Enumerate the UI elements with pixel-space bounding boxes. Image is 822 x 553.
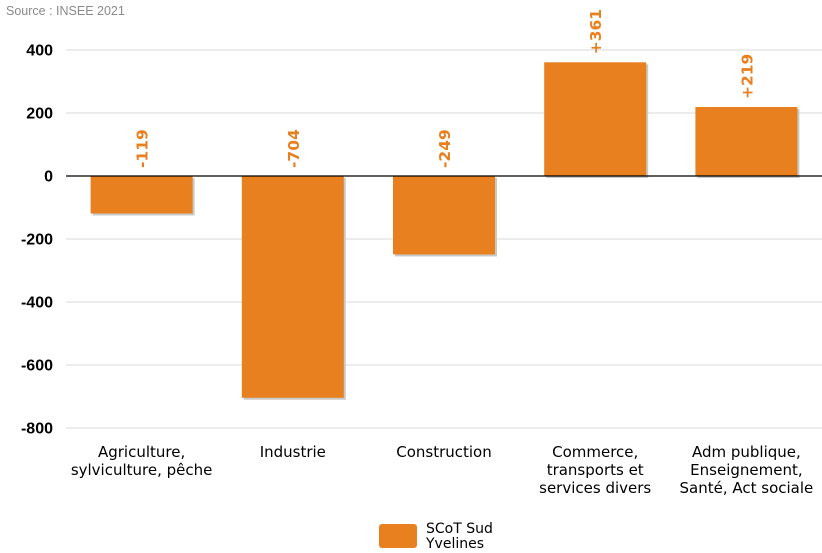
x-tick-label: Santé, Act sociale xyxy=(680,479,814,497)
y-tick-label: -200 xyxy=(21,232,53,249)
x-tick-label: Industrie xyxy=(260,443,326,461)
x-tick-label: Adm publique, xyxy=(692,443,801,461)
x-tick-label: transports et xyxy=(547,461,644,479)
bar xyxy=(90,176,193,214)
x-tick-label: Commerce, xyxy=(552,443,638,461)
y-tick-label: -400 xyxy=(21,295,53,312)
legend-label: Yvelines xyxy=(425,536,484,552)
bar xyxy=(695,107,798,176)
x-axis: Agriculture,sylviculture, pêche Industrie… xyxy=(66,427,822,497)
x-tick-label: Construction xyxy=(396,443,492,461)
data-label: -119 xyxy=(134,129,152,168)
y-tick-label: -600 xyxy=(21,358,53,375)
legend-label: SCoT Sud xyxy=(426,521,493,537)
y-tick-label: 0 xyxy=(44,169,53,186)
bar xyxy=(393,176,495,255)
y-axis: 400 200 0 -200 -400 -600 -800 xyxy=(21,43,53,438)
x-tick-label: sylviculture, pêche xyxy=(71,461,213,479)
data-label: +219 xyxy=(738,54,756,99)
x-tick-label: services divers xyxy=(539,479,651,497)
data-label: -704 xyxy=(285,129,303,168)
y-tick-label: 200 xyxy=(26,106,53,123)
data-label: -249 xyxy=(436,129,454,168)
source-note: Source : INSEE 2021 xyxy=(6,4,125,18)
legend-swatch xyxy=(379,524,417,548)
bars xyxy=(90,62,800,400)
x-tick-label: Agriculture, xyxy=(98,443,185,461)
data-labels: -119 -704 -249 +361 +219 xyxy=(134,9,757,168)
data-label: +361 xyxy=(587,9,605,54)
x-tick-label: Enseignement, xyxy=(690,461,802,479)
y-tick-label: -800 xyxy=(21,421,53,438)
y-tick-label: 400 xyxy=(26,43,53,60)
bar xyxy=(544,62,647,176)
bar xyxy=(241,176,344,398)
